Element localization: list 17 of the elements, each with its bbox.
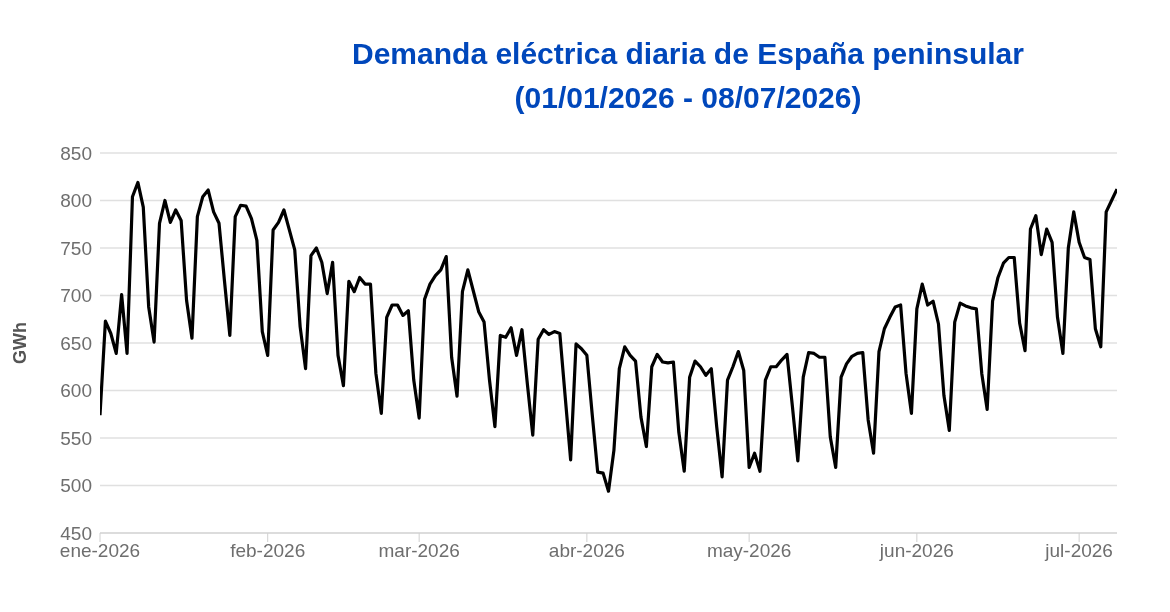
chart-title: Demanda eléctrica diaria de España peninsular (01/01/2026 - 08/07/2026) [351, 36, 1025, 116]
y-tick-label: 500 [60, 475, 92, 497]
y-axis-title: GWh [10, 322, 31, 364]
y-tick-label: 600 [60, 380, 92, 402]
y-tick-label: 800 [60, 190, 92, 212]
x-tick-label: jun-2026 [878, 540, 954, 562]
x-tick-label: abr-2026 [548, 540, 625, 562]
x-tick-label: may-2026 [706, 540, 792, 562]
y-tick-label: 700 [60, 285, 92, 307]
y-tick-label: 550 [60, 427, 92, 449]
y-tick-label: 750 [60, 237, 92, 259]
x-tick-label: jul-2026 [1044, 540, 1113, 562]
line-series [100, 180, 1117, 493]
x-tick-label: feb-2026 [230, 540, 306, 562]
y-tick-label: 650 [60, 332, 92, 354]
y-tick-label: 850 [60, 142, 92, 164]
x-tick-label: mar-2026 [378, 540, 460, 562]
